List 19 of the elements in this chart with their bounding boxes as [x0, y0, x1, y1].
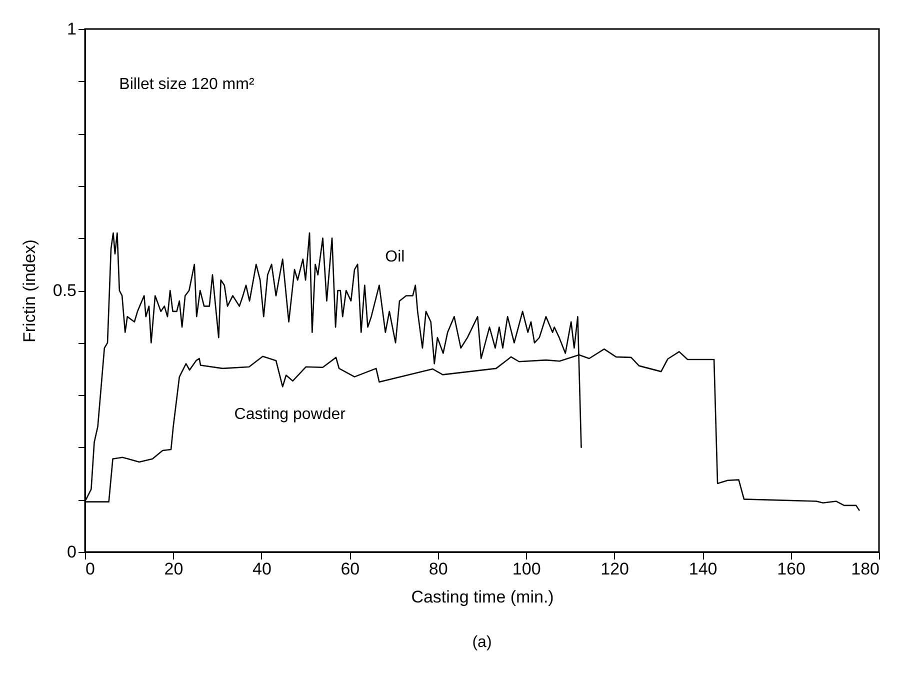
x-tick-label: 80	[428, 560, 448, 578]
y-axis-title: Frictin (index)	[20, 240, 39, 342]
text: (a)	[472, 634, 492, 651]
series-label: Oil	[385, 248, 405, 266]
series-label: Casting powder	[234, 406, 346, 423]
y-tick-label: 1	[67, 20, 76, 38]
x-tick-label: 100	[512, 560, 541, 578]
y-tick-label: 0.5	[52, 281, 76, 300]
x-tick-label: 40	[252, 560, 272, 578]
y-tick-label: 0	[67, 542, 76, 562]
x-tick-label: 160	[777, 560, 806, 578]
x-tick-label: 20	[164, 560, 184, 578]
x-axis-title: Casting time (min.)	[411, 588, 554, 606]
annotation: Billet size 120 mm²	[119, 76, 255, 93]
x-tick-label: 120	[600, 560, 630, 578]
x-tick-label: 0	[86, 560, 95, 578]
x-tick-label: 60	[340, 560, 360, 578]
x-tick-label: 140	[688, 560, 718, 578]
x-tick-label: 180	[851, 560, 880, 578]
